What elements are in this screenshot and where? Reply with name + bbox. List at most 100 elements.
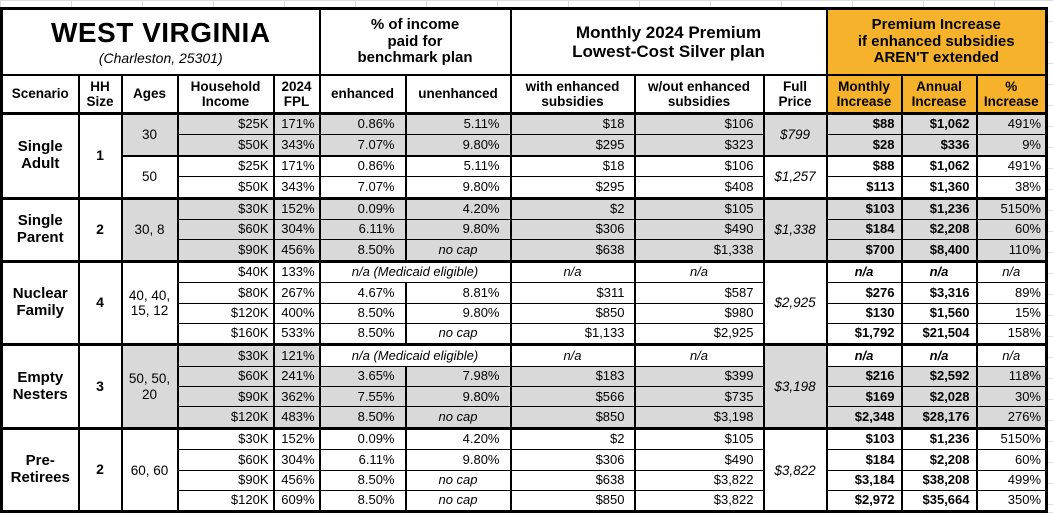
cell-with-subsidies[interactable]: $18 <box>509 154 636 177</box>
cell-scenario[interactable]: Single Parent <box>0 196 80 262</box>
cell-without-subsidies[interactable]: $2,925 <box>633 322 765 345</box>
cell-monthly-increase[interactable]: n/a <box>825 343 903 367</box>
cell-pct-increase[interactable]: 89% <box>975 282 1048 304</box>
cell-with-subsidies[interactable]: $566 <box>509 386 636 407</box>
cell-annual-increase[interactable]: $1,236 <box>900 426 978 450</box>
cell-monthly-increase[interactable]: $1,792 <box>825 322 903 345</box>
cell-monthly-increase[interactable]: $103 <box>825 196 903 220</box>
cell-annual-increase[interactable]: $28,176 <box>900 406 978 429</box>
cell-enhanced[interactable]: 0.09% <box>318 196 407 220</box>
cell-without-subsidies[interactable]: $106 <box>633 111 765 135</box>
cell-enhanced[interactable]: 0.86% <box>318 154 407 177</box>
cell-annual-increase[interactable]: $2,208 <box>900 218 978 240</box>
cell-enhanced[interactable]: 6.11% <box>318 218 407 240</box>
cell-household-income[interactable]: $120K <box>176 490 275 512</box>
cell-without-subsidies[interactable]: n/a <box>633 343 765 367</box>
cell-enhanced[interactable]: 6.11% <box>318 449 407 471</box>
cell-unenhanced[interactable]: 9.80% <box>404 302 512 324</box>
cell-unenhanced[interactable]: 9.80% <box>404 176 512 199</box>
cell-enhanced[interactable]: 7.55% <box>318 386 407 407</box>
cell-annual-increase[interactable]: $1,062 <box>900 154 978 177</box>
cell-without-subsidies[interactable]: $490 <box>633 449 765 471</box>
cell-pct-increase[interactable]: 60% <box>975 218 1048 240</box>
cell-fpl[interactable]: 133% <box>272 259 321 283</box>
cell-annual-increase[interactable]: $38,208 <box>900 469 978 491</box>
cell-fpl[interactable]: 152% <box>272 426 321 450</box>
cell-monthly-increase[interactable]: $3,184 <box>825 469 903 491</box>
cell-ages[interactable]: 30 <box>120 111 179 156</box>
cell-annual-increase[interactable]: n/a <box>900 259 978 283</box>
cell-unenhanced[interactable]: no cap <box>404 469 512 491</box>
cell-monthly-increase[interactable]: $28 <box>825 134 903 156</box>
cell-enhanced[interactable]: 8.50% <box>318 239 407 262</box>
cell-pct-increase[interactable]: n/a <box>975 259 1048 283</box>
cell-ages[interactable]: 40, 40, 15, 12 <box>120 259 179 345</box>
cell-unenhanced[interactable]: 4.20% <box>404 426 512 450</box>
cell-pct-increase[interactable]: 491% <box>975 111 1048 135</box>
cell-household-income[interactable]: $40K <box>176 259 275 283</box>
cell-household-income[interactable]: $30K <box>176 343 275 367</box>
cell-annual-increase[interactable]: $1,236 <box>900 196 978 220</box>
cell-household-income[interactable]: $90K <box>176 239 275 262</box>
cell-hh-size[interactable]: 4 <box>77 259 123 345</box>
cell-pct-increase[interactable]: 9% <box>975 134 1048 156</box>
cell-without-subsidies[interactable]: $587 <box>633 282 765 304</box>
cell-household-income[interactable]: $50K <box>176 176 275 199</box>
cell-annual-increase[interactable]: $3,316 <box>900 282 978 304</box>
cell-without-subsidies[interactable]: $3,822 <box>633 490 765 512</box>
cell-without-subsidies[interactable]: $3,198 <box>633 406 765 429</box>
cell-unenhanced[interactable]: no cap <box>404 239 512 262</box>
cell-enhanced[interactable]: 4.67% <box>318 282 407 304</box>
cell-household-income[interactable]: $50K <box>176 134 275 156</box>
cell-pct-increase[interactable]: 15% <box>975 302 1048 324</box>
cell-full-price[interactable]: $2,925 <box>762 259 828 345</box>
cell-without-subsidies[interactable]: $735 <box>633 386 765 407</box>
cell-unenhanced[interactable]: 4.20% <box>404 196 512 220</box>
cell-with-subsidies[interactable]: $1,133 <box>509 322 636 345</box>
cell-pct-increase[interactable]: 30% <box>975 386 1048 407</box>
cell-pct-increase[interactable]: 110% <box>975 239 1048 262</box>
cell-medicaid-note[interactable]: n/a (Medicaid eligible) <box>318 259 512 283</box>
cell-without-subsidies[interactable]: $3,822 <box>633 469 765 491</box>
cell-hh-size[interactable]: 2 <box>77 196 123 262</box>
cell-household-income[interactable]: $25K <box>176 154 275 177</box>
cell-annual-increase[interactable]: $21,504 <box>900 322 978 345</box>
cell-monthly-increase[interactable]: $88 <box>825 154 903 177</box>
cell-without-subsidies[interactable]: $1,338 <box>633 239 765 262</box>
cell-annual-increase[interactable]: $8,400 <box>900 239 978 262</box>
cell-with-subsidies[interactable]: n/a <box>509 259 636 283</box>
cell-pct-increase[interactable]: 491% <box>975 154 1048 177</box>
cell-without-subsidies[interactable]: $490 <box>633 218 765 240</box>
cell-pct-increase[interactable]: 276% <box>975 406 1048 429</box>
cell-enhanced[interactable]: 7.07% <box>318 134 407 156</box>
cell-annual-increase[interactable]: $1,360 <box>900 176 978 199</box>
cell-without-subsidies[interactable]: $408 <box>633 176 765 199</box>
cell-monthly-increase[interactable]: n/a <box>825 259 903 283</box>
cell-with-subsidies[interactable]: $850 <box>509 490 636 512</box>
cell-monthly-increase[interactable]: $2,348 <box>825 406 903 429</box>
cell-enhanced[interactable]: 8.50% <box>318 490 407 512</box>
cell-full-price[interactable]: $3,822 <box>762 426 828 512</box>
cell-unenhanced[interactable]: 9.80% <box>404 218 512 240</box>
cell-monthly-increase[interactable]: $184 <box>825 218 903 240</box>
cell-ages[interactable]: 50 <box>120 154 179 199</box>
cell-with-subsidies[interactable]: $638 <box>509 469 636 491</box>
cell-scenario[interactable]: Nuclear Family <box>0 259 80 345</box>
cell-unenhanced[interactable]: 9.80% <box>404 386 512 407</box>
cell-unenhanced[interactable]: 9.80% <box>404 134 512 156</box>
cell-pct-increase[interactable]: 5150% <box>975 196 1048 220</box>
cell-fpl[interactable]: 343% <box>272 176 321 199</box>
cell-fpl[interactable]: 171% <box>272 111 321 135</box>
cell-pct-increase[interactable]: 118% <box>975 365 1048 387</box>
cell-fpl[interactable]: 152% <box>272 196 321 220</box>
cell-hh-size[interactable]: 2 <box>77 426 123 512</box>
cell-monthly-increase[interactable]: $276 <box>825 282 903 304</box>
cell-enhanced[interactable]: 8.50% <box>318 406 407 429</box>
cell-with-subsidies[interactable]: $2 <box>509 426 636 450</box>
cell-household-income[interactable]: $30K <box>176 426 275 450</box>
cell-full-price[interactable]: $1,257 <box>762 154 828 199</box>
cell-with-subsidies[interactable]: $311 <box>509 282 636 304</box>
cell-monthly-increase[interactable]: $2,972 <box>825 490 903 512</box>
cell-without-subsidies[interactable]: $323 <box>633 134 765 156</box>
cell-fpl[interactable]: 267% <box>272 282 321 304</box>
